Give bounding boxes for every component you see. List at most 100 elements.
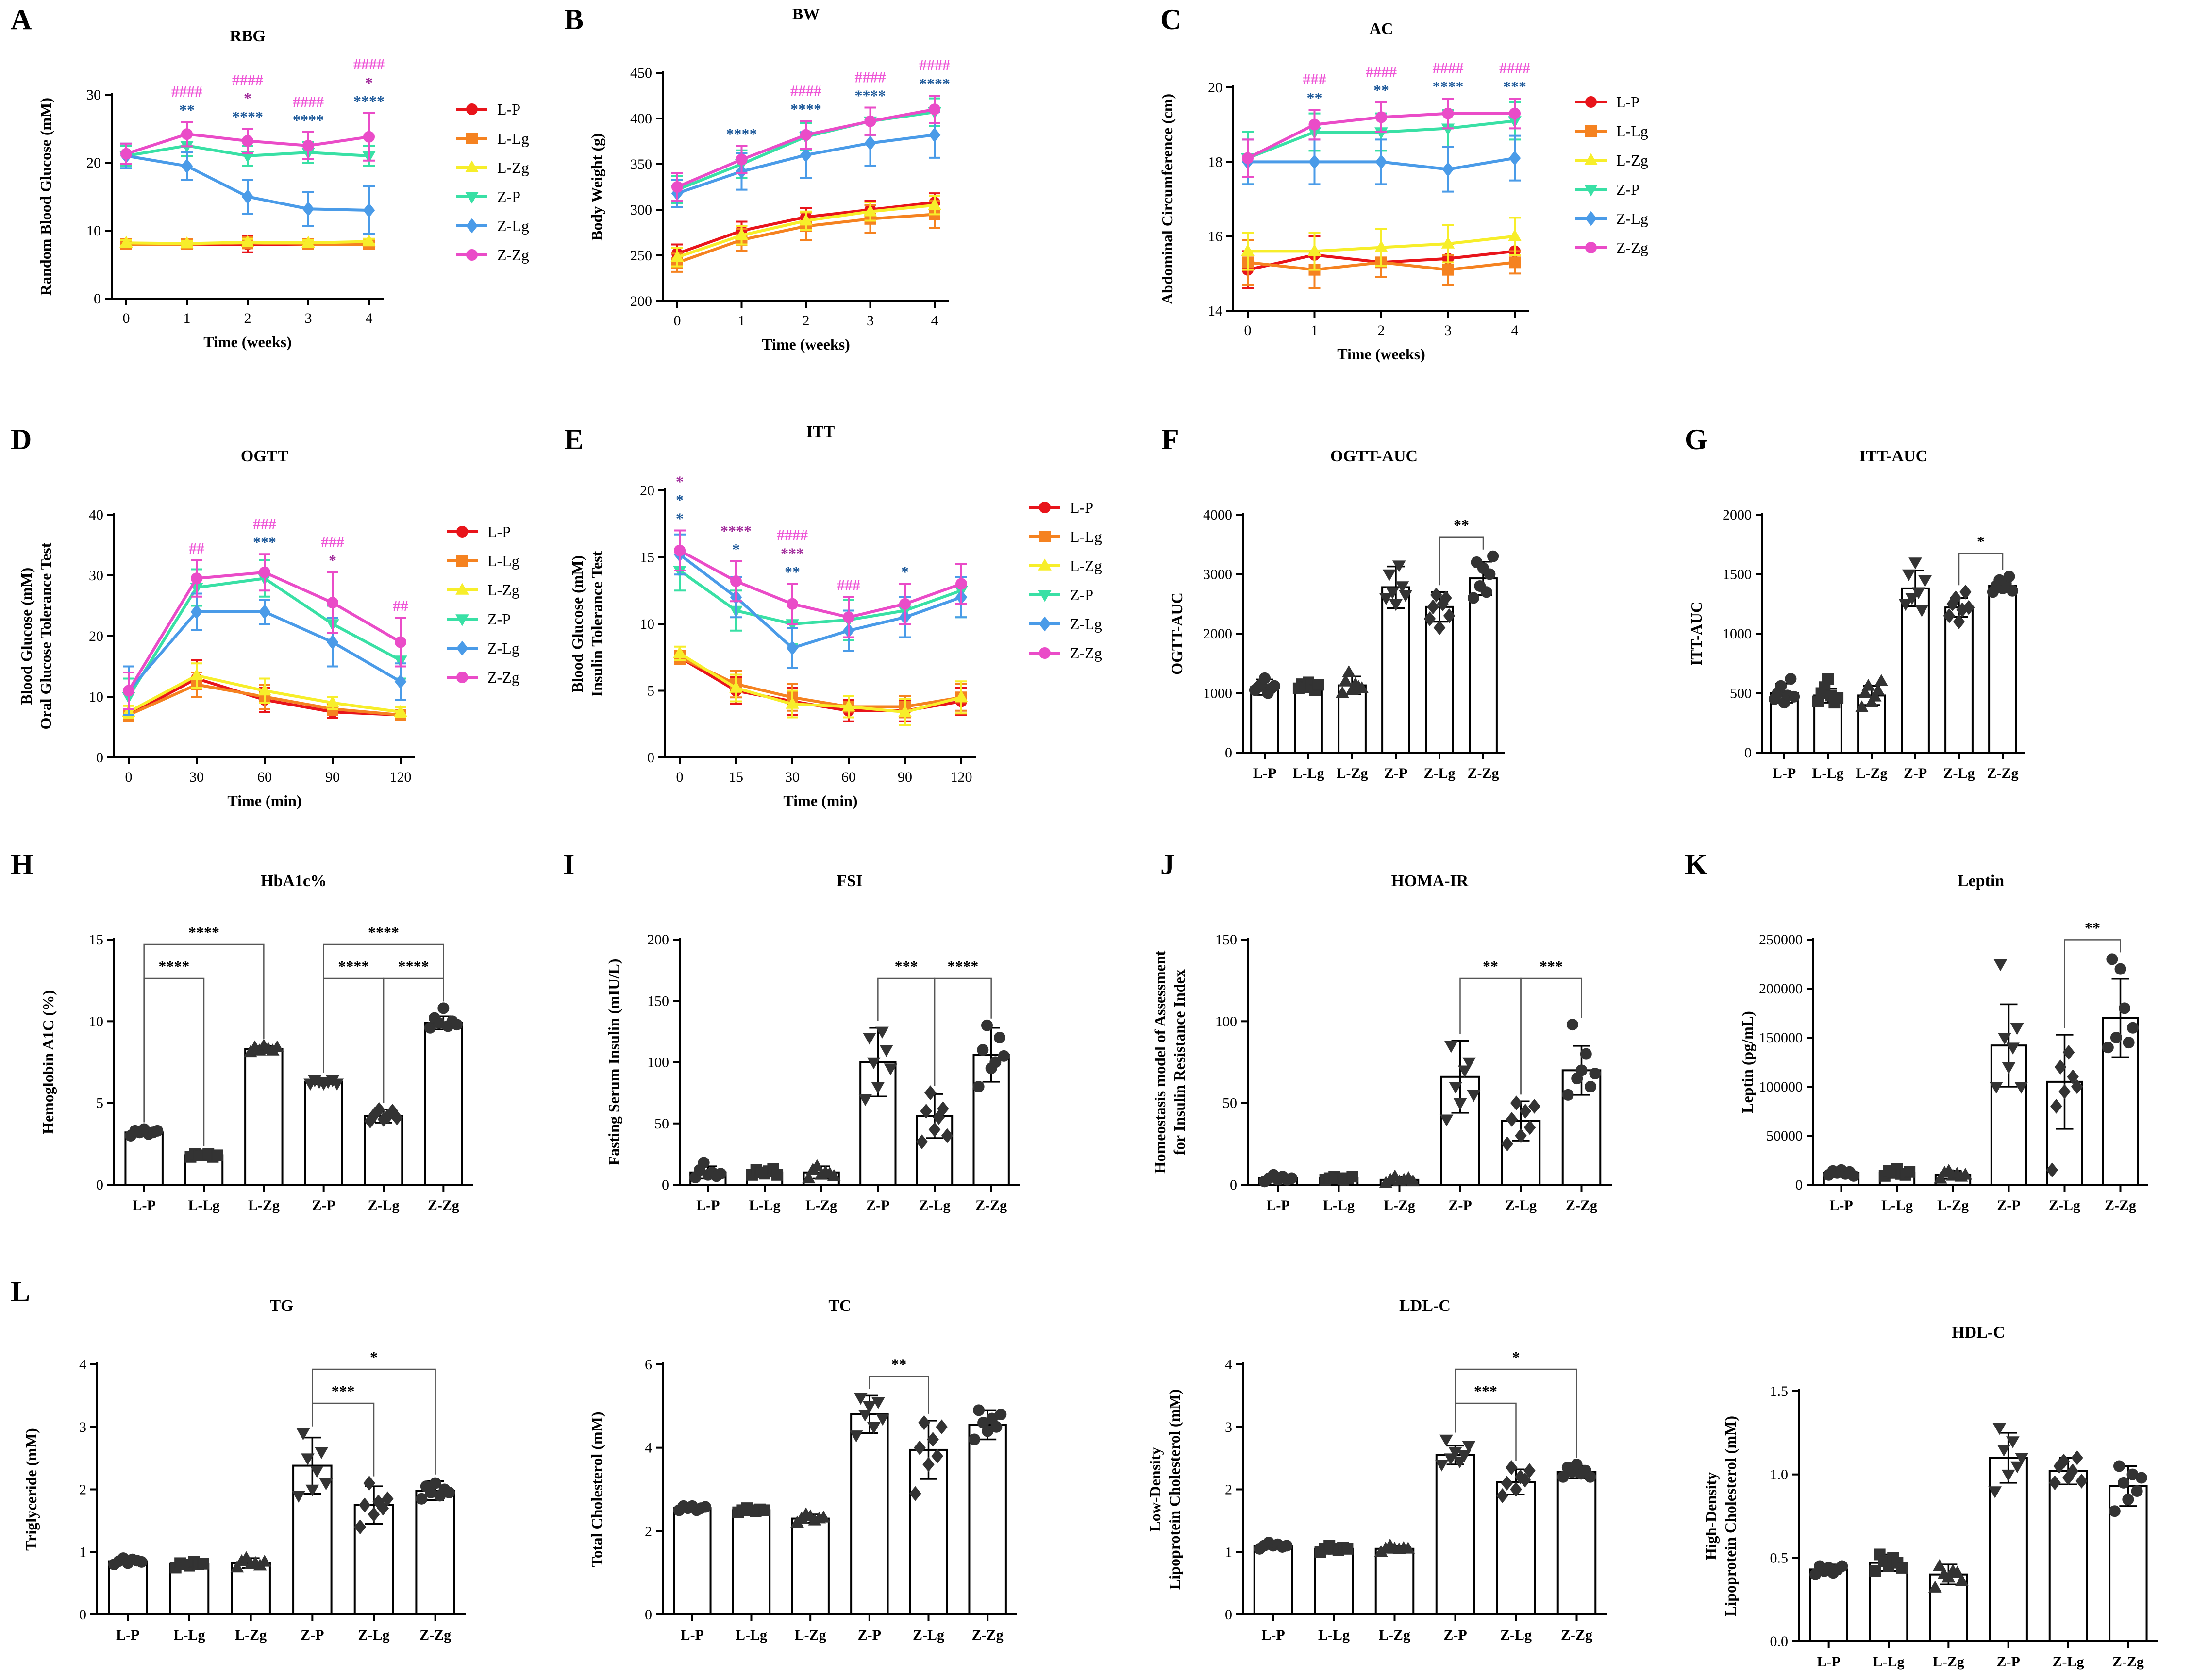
x-tick-label: L-P	[116, 1627, 139, 1643]
data-point	[698, 1157, 710, 1169]
data-point	[1355, 681, 1369, 693]
x-tick-label: Z-P	[1448, 1197, 1472, 1213]
data-point	[1959, 584, 1972, 600]
data-point	[1375, 111, 1387, 123]
data-point	[1510, 1482, 1522, 1497]
data-point	[1902, 569, 1916, 582]
data-point	[1389, 599, 1403, 611]
data-point	[1453, 1456, 1467, 1469]
data-point	[292, 1491, 305, 1503]
data-point	[827, 1169, 841, 1181]
data-point	[1836, 1560, 1848, 1572]
data-point	[1523, 1463, 1536, 1478]
y-tick-label: 250	[630, 248, 652, 264]
x-tick-label: Z-P	[1904, 765, 1927, 781]
y-tick-label: 100000	[1759, 1079, 1803, 1095]
x-tick-label: 4	[931, 313, 938, 329]
y-tick-label: 0	[79, 1607, 86, 1623]
legend-marker	[1038, 590, 1052, 602]
x-tick-label: L-P	[1817, 1654, 1841, 1670]
y-axis-label: Fasting Serum Insulin (mIU/L)	[605, 959, 622, 1166]
data-point	[258, 604, 271, 620]
bar	[791, 1517, 830, 1615]
significance-mark: ####	[919, 56, 950, 74]
data-point	[736, 153, 748, 166]
y-tick-label: 4	[1225, 1357, 1232, 1373]
bar-group-L-P: L-P	[1258, 1169, 1298, 1213]
bar-group-Z-P: Z-P	[858, 1026, 898, 1213]
x-tick-label: 0	[123, 310, 130, 326]
bar-group-Z-P: Z-P	[849, 1393, 889, 1643]
legend-marker	[1585, 242, 1597, 253]
data-point	[2127, 1022, 2139, 1034]
y-axis-label: ITT-AUC	[1688, 602, 1705, 666]
legend-label: L-Zg	[487, 581, 519, 599]
chart-title: RBG	[230, 27, 266, 45]
data-point	[981, 1019, 993, 1031]
data-point	[875, 1026, 889, 1039]
x-tick-label: Z-Lg	[2049, 1197, 2080, 1213]
bar-group-L-Lg: L-Lg	[184, 1148, 224, 1213]
data-point	[151, 1125, 164, 1137]
panel-L2: TC 0 2 4 6 Total Cholesterol (mM) L-P L-Lg L-Zg Z…	[588, 1297, 1017, 1643]
y-tick-label: 100	[1215, 1013, 1237, 1029]
x-tick-label: L-Lg	[188, 1197, 219, 1213]
data-point	[1855, 700, 1869, 712]
data-point	[1508, 151, 1521, 166]
series-line	[679, 553, 962, 650]
bar-group-L-Zg: L-Zg	[1336, 665, 1369, 781]
legend-label: Z-P	[487, 610, 511, 628]
significance-mark: ####	[293, 93, 324, 110]
data-point	[1241, 244, 1255, 256]
y-tick-label: 1.5	[1770, 1383, 1789, 1399]
bracket-label: *	[1512, 1348, 1520, 1366]
data-point	[2071, 1450, 2083, 1465]
legend-marker	[1039, 531, 1051, 542]
y-tick-label: 5	[647, 683, 654, 699]
chart-title: BW	[792, 5, 820, 23]
significance-bracket: ****	[143, 924, 265, 1123]
x-tick-label: 0	[676, 769, 684, 785]
data-point	[1312, 679, 1324, 691]
x-tick-label: L-Zg	[1384, 1197, 1415, 1213]
chart-title: HOMA-IR	[1391, 872, 1469, 890]
y-tick-label: 0	[1225, 745, 1232, 761]
data-point	[871, 1397, 885, 1409]
significance-mark: ####	[790, 82, 821, 100]
data-point	[1523, 1120, 1536, 1135]
y-tick-label: 2	[645, 1523, 652, 1539]
y-tick-label: 30	[89, 568, 103, 584]
data-point	[989, 1056, 1002, 1068]
data-point	[1457, 1450, 1471, 1462]
x-tick-label: L-P	[1253, 765, 1276, 781]
significance-mark: ****	[790, 101, 821, 118]
panel-K: Leptin 0 50000 100000 150000 200000 250000 Lept…	[1739, 872, 2148, 1213]
series-Z-Lg	[673, 533, 968, 669]
significance-mark: *	[676, 491, 684, 509]
data-point	[817, 1511, 831, 1523]
y-tick-label: 10	[89, 689, 103, 705]
data-point	[319, 1478, 333, 1491]
data-point	[1395, 581, 1409, 593]
significance-mark: ####	[1366, 63, 1397, 81]
data-point	[1874, 674, 1888, 686]
data-point	[941, 1128, 954, 1143]
data-point	[1374, 240, 1388, 252]
data-point	[327, 597, 338, 609]
bracket-line	[1455, 1368, 1577, 1458]
bar-group-Z-Zg: Z-Zg	[424, 1002, 463, 1213]
y-tick-label: 150000	[1759, 1030, 1803, 1046]
significance-mark: ***	[253, 533, 276, 551]
bar	[415, 1490, 455, 1615]
x-tick-label: Z-Lg	[358, 1627, 389, 1643]
data-point	[2002, 1062, 2016, 1075]
x-tick-label: L-Lg	[736, 1627, 767, 1643]
data-point	[239, 1551, 253, 1563]
data-point	[181, 158, 193, 174]
data-point	[1934, 1172, 1947, 1184]
x-axis-label: Time (weeks)	[1337, 345, 1425, 363]
data-point	[2007, 585, 2019, 597]
x-tick-label: Z-Zg	[419, 1627, 451, 1643]
data-point	[1286, 1172, 1298, 1184]
data-point	[2049, 1475, 2061, 1491]
